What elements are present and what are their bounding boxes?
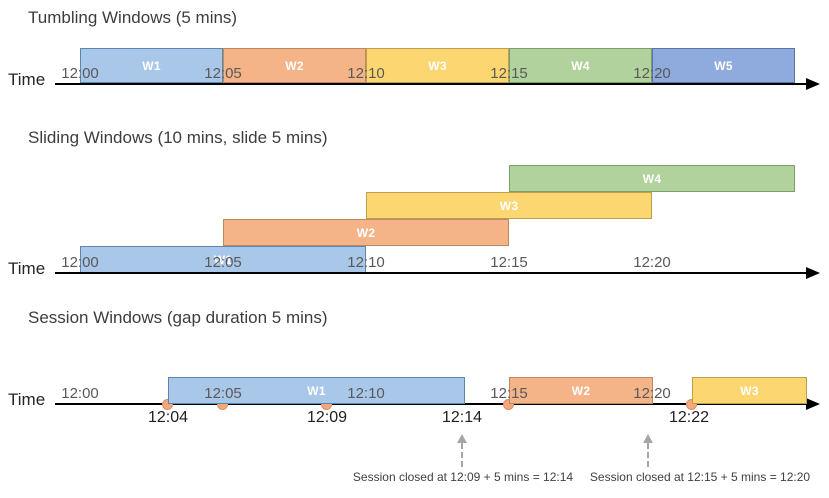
tumbling-tick-1200: 12:00 [61,65,99,82]
event-dot-1222 [686,399,697,410]
session-time-axis-label: Time [8,390,46,409]
tumbling-window-w4: W4 [509,48,652,83]
tumbling-tick-1220: 12:20 [633,65,671,82]
sliding-window-w4-label: W4 [642,171,662,186]
session-tick-1220: 12:20 [633,385,671,402]
session-tick-1205: 12:05 [204,385,242,402]
session-window-w1: W1 [168,377,465,404]
session-close-arrow-icon-1 [457,434,467,443]
tumbling-window-w1-label: W1 [142,58,161,73]
event-dot-1204 [162,399,173,410]
sliding-tick-1220: 12:20 [633,254,671,271]
event-time-1204: 12:04 [147,409,189,426]
event-time-1214: 12:14 [441,409,483,426]
tumbling-time-axis-label: Time [8,70,46,89]
event-dot-1215 [503,399,514,410]
sliding-tick-1205: 12:05 [204,254,242,271]
session-tick-1200: 12:00 [61,385,99,402]
session-close-arrow-line-1 [461,443,463,467]
sliding-time-axis-label: Time [8,259,46,278]
tumbling-window-w3: W3 [366,48,509,83]
session-section-title: Session Windows (gap duration 5 mins) [28,308,328,327]
sliding-tick-1210: 12:10 [347,254,385,271]
sliding-tick-1215: 12:15 [490,254,528,271]
sliding-tick-1200: 12:00 [61,254,99,271]
session-tick-1210: 12:10 [347,385,385,402]
tumbling-tick-1205: 12:05 [204,65,242,82]
session-close-annotation-1: Session closed at 12:09 + 5 mins = 12:14 [352,470,574,484]
session-window-w2-label: W2 [571,383,591,398]
sliding-window-w1: W1 [80,246,366,273]
event-time-1209: 12:09 [306,409,348,426]
session-window-w3: W3 [692,377,807,404]
tumbling-time-axis [55,83,808,85]
sliding-window-w4: W4 [509,165,795,192]
tumbling-window-w2-label: W2 [285,58,304,73]
session-close-arrow-line-2 [647,443,649,467]
sliding-window-w2: W2 [223,219,509,246]
session-tick-1215: 12:15 [490,385,528,402]
tumbling-window-w5: W5 [652,48,795,83]
session-window-w3-label: W3 [740,383,759,398]
sliding-window-w2-label: W2 [356,225,376,240]
tumbling-window-w4-label: W4 [571,58,590,73]
sliding-window-w1-label: W1 [213,252,233,267]
sliding-section-title: Sliding Windows (10 mins, slide 5 mins) [28,128,328,147]
session-time-axis [55,403,808,405]
tumbling-tick-1215: 12:15 [490,65,528,82]
tumbling-tick-1210: 12:10 [347,65,385,82]
session-axis-arrow-icon [806,398,820,410]
tumbling-section-title: Tumbling Windows (5 mins) [28,8,238,27]
tumbling-window-w3-label: W3 [428,58,447,73]
sliding-axis-arrow-icon [806,267,820,279]
session-close-arrow-icon-2 [643,434,653,443]
session-window-w2: W2 [509,377,653,404]
session-window-w1-label: W1 [307,383,326,398]
tumbling-window-w2: W2 [223,48,366,83]
sliding-time-axis [55,272,808,274]
sliding-window-w3-label: W3 [499,198,519,213]
tumbling-window-w1: W1 [80,48,223,83]
session-close-annotation-2: Session closed at 12:15 + 5 mins = 12:20 [589,470,811,484]
tumbling-window-w5-label: W5 [714,58,733,73]
tumbling-axis-arrow-icon [806,78,820,90]
sliding-window-w3: W3 [366,192,652,219]
event-time-1222: 12:22 [668,409,710,426]
